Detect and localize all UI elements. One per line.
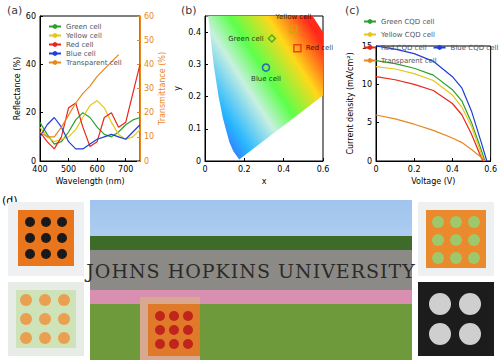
svg-text:10: 10 bbox=[144, 132, 154, 141]
svg-text:Transmittance (%): Transmittance (%) bbox=[158, 52, 167, 126]
svg-text:30: 30 bbox=[144, 84, 154, 93]
svg-text:0.4: 0.4 bbox=[188, 28, 201, 37]
svg-text:0: 0 bbox=[196, 157, 201, 166]
svg-text:10: 10 bbox=[362, 80, 372, 89]
svg-text:40: 40 bbox=[26, 60, 36, 69]
svg-text:JOHNS HOPKINS UNIVERSITY: JOHNS HOPKINS UNIVERSITY bbox=[84, 260, 416, 282]
svg-text:Red CQD cell: Red CQD cell bbox=[381, 44, 427, 52]
svg-text:Reflectance (%): Reflectance (%) bbox=[13, 57, 22, 120]
svg-text:50: 50 bbox=[144, 36, 154, 45]
svg-text:Yellow cell: Yellow cell bbox=[65, 32, 102, 40]
svg-text:Yellow CQD cell: Yellow CQD cell bbox=[380, 31, 435, 39]
svg-text:20: 20 bbox=[144, 108, 154, 117]
svg-text:5: 5 bbox=[367, 118, 372, 127]
svg-text:(b): (b) bbox=[181, 4, 197, 17]
svg-text:x: x bbox=[262, 177, 267, 186]
svg-text:Transparent cell: Transparent cell bbox=[65, 59, 122, 67]
svg-text:0.2: 0.2 bbox=[238, 165, 251, 174]
svg-text:(d): (d) bbox=[2, 194, 18, 207]
svg-text:0.6: 0.6 bbox=[484, 165, 497, 174]
svg-text:0.4: 0.4 bbox=[446, 165, 459, 174]
svg-text:0: 0 bbox=[202, 165, 207, 174]
svg-text:60: 60 bbox=[144, 12, 154, 21]
svg-text:Green CQD cell: Green CQD cell bbox=[381, 18, 435, 26]
svg-text:Blue cell: Blue cell bbox=[66, 50, 96, 58]
svg-text:Blue cell: Blue cell bbox=[251, 75, 281, 83]
svg-text:Blue CQD cell: Blue CQD cell bbox=[451, 44, 499, 52]
svg-text:0.1: 0.1 bbox=[188, 124, 201, 133]
svg-text:Transparent cell: Transparent cell bbox=[380, 57, 437, 65]
svg-text:0.4: 0.4 bbox=[277, 165, 290, 174]
svg-text:Yellow cell: Yellow cell bbox=[275, 13, 312, 21]
svg-text:0.2: 0.2 bbox=[188, 92, 201, 101]
svg-text:Current density (mA/cm²): Current density (mA/cm²) bbox=[346, 52, 355, 154]
svg-text:Green cell: Green cell bbox=[228, 35, 264, 43]
svg-text:0.2: 0.2 bbox=[408, 165, 421, 174]
svg-text:500: 500 bbox=[61, 165, 76, 174]
svg-text:400: 400 bbox=[32, 165, 47, 174]
svg-text:0: 0 bbox=[373, 165, 378, 174]
svg-text:0.3: 0.3 bbox=[188, 60, 201, 69]
svg-text:(c): (c) bbox=[345, 4, 360, 17]
svg-text:60: 60 bbox=[26, 12, 36, 21]
svg-text:0: 0 bbox=[367, 157, 372, 166]
svg-text:0: 0 bbox=[144, 157, 149, 166]
svg-text:Red cell: Red cell bbox=[306, 44, 334, 52]
svg-text:600: 600 bbox=[90, 165, 105, 174]
svg-text:(a): (a) bbox=[7, 4, 22, 17]
svg-text:0: 0 bbox=[30, 156, 36, 166]
svg-text:Green cell: Green cell bbox=[66, 23, 102, 31]
svg-text:40: 40 bbox=[144, 60, 154, 69]
svg-text:20: 20 bbox=[26, 108, 36, 117]
svg-text:0.6: 0.6 bbox=[317, 165, 330, 174]
svg-text:Wavelength (nm): Wavelength (nm) bbox=[55, 177, 124, 186]
svg-text:15: 15 bbox=[362, 42, 372, 51]
svg-text:Red cell: Red cell bbox=[66, 41, 94, 49]
svg-text:y: y bbox=[173, 86, 182, 91]
svg-text:700: 700 bbox=[118, 165, 133, 174]
svg-text:Voltage (V): Voltage (V) bbox=[411, 177, 455, 186]
